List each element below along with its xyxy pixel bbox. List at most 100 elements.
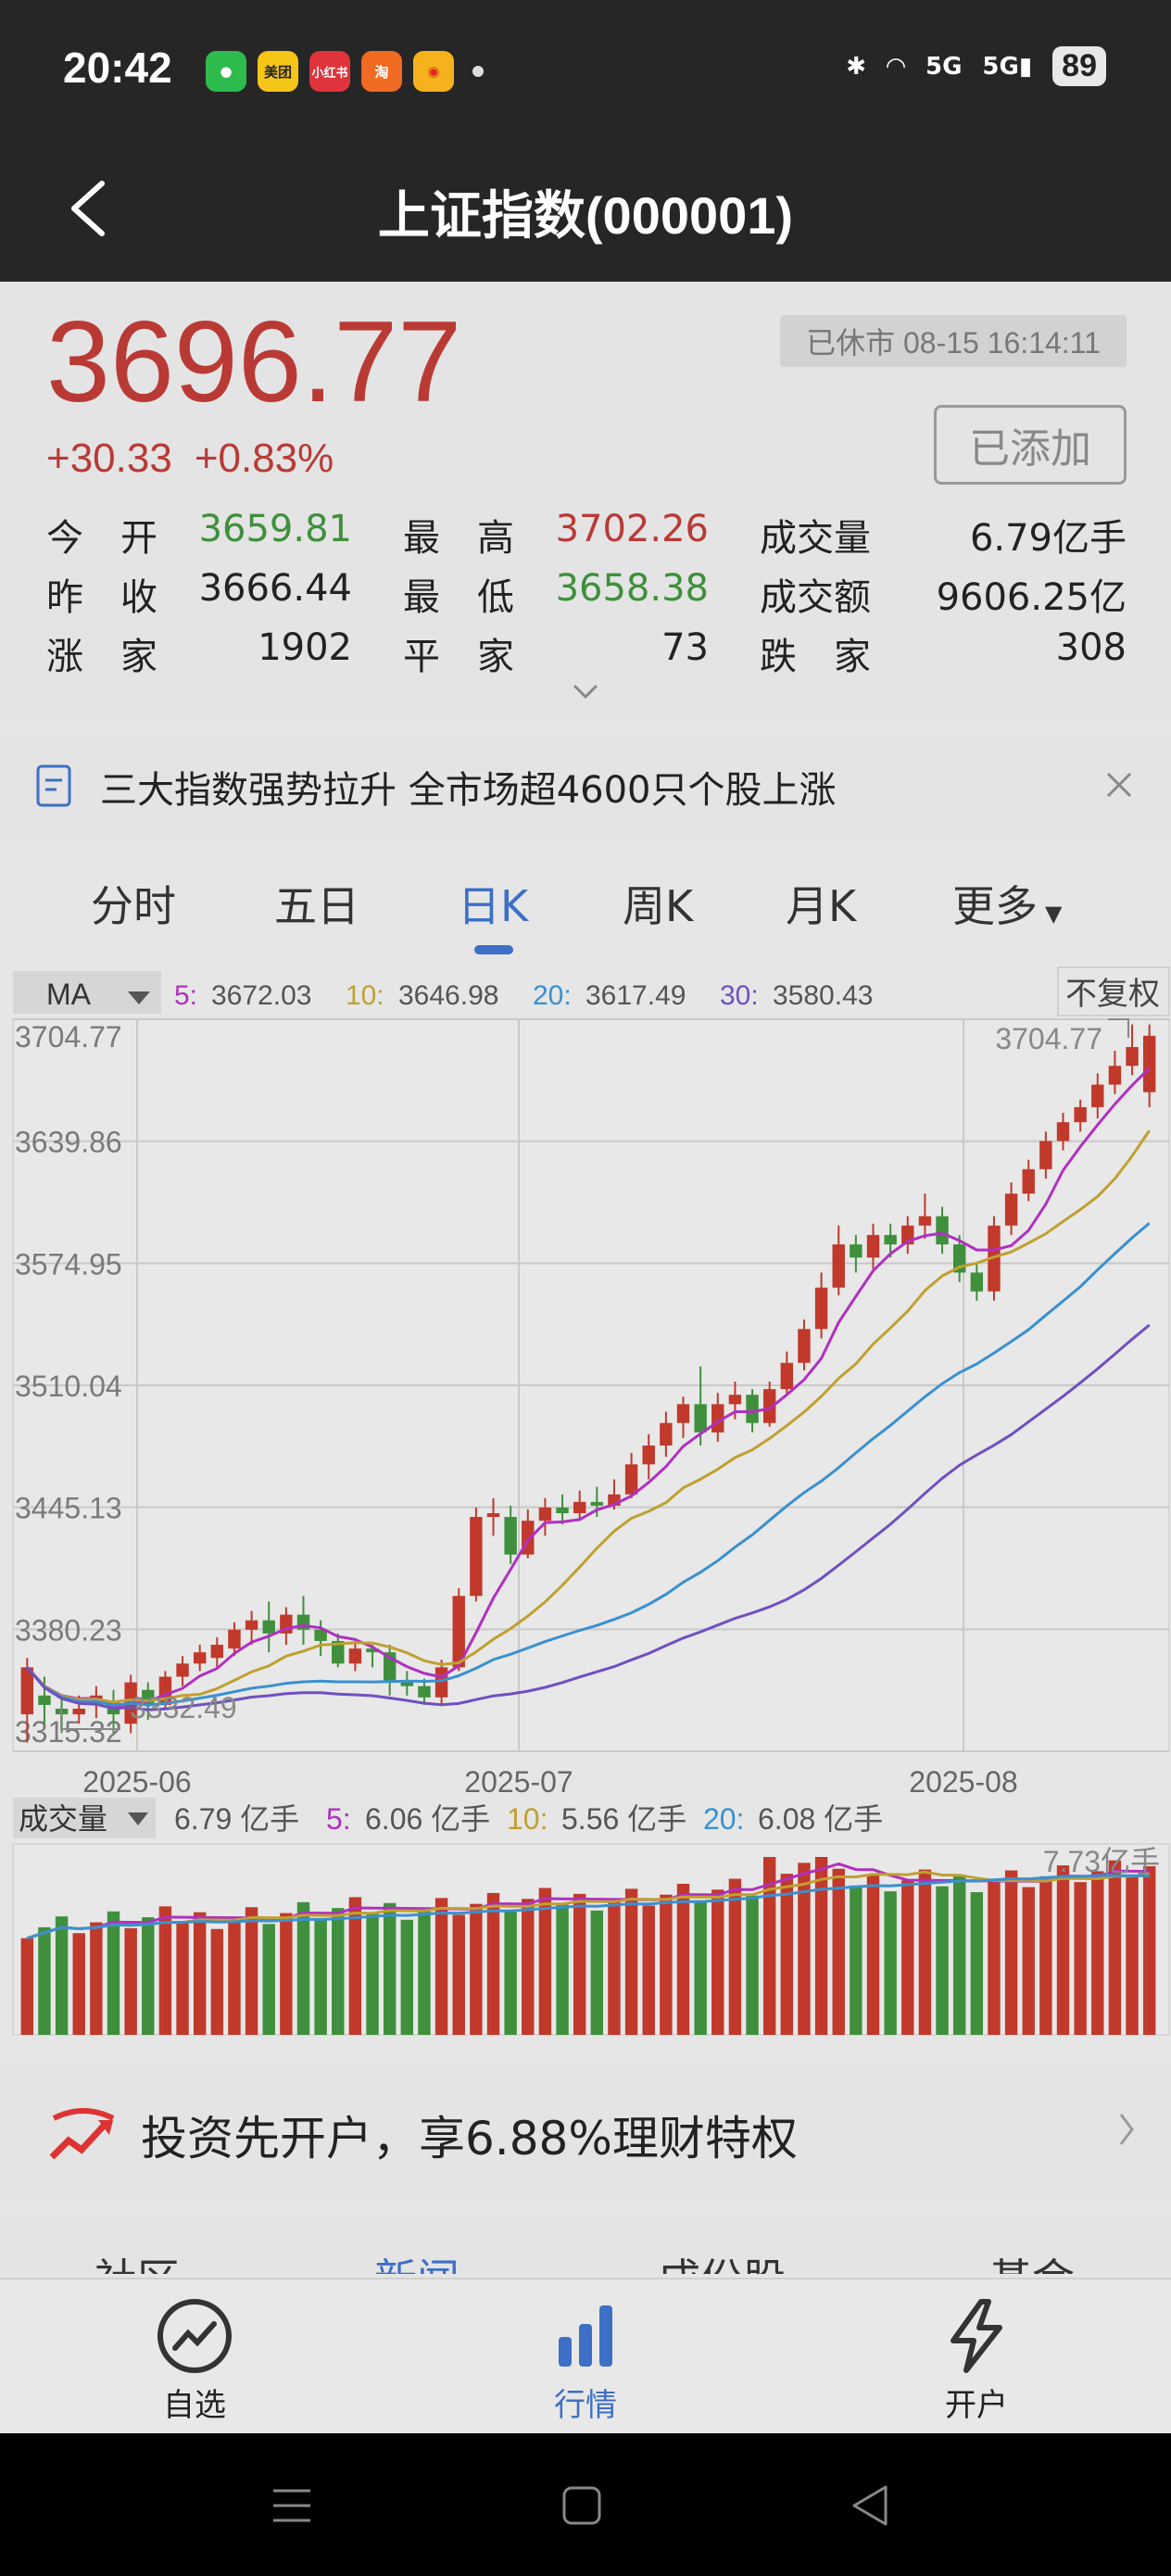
- tab-five-day[interactable]: 五日: [274, 881, 359, 931]
- bluetooth-icon: ✱: [846, 52, 866, 81]
- y-tick-label: 3315.32: [15, 1715, 122, 1749]
- wifi-icon: ◠: [886, 52, 905, 81]
- quote-stat-value: 3666.44: [198, 567, 352, 610]
- y-tick-label: 3704.77: [15, 1020, 122, 1054]
- volume-bar: [884, 1891, 897, 2035]
- notification-dot-icon: [472, 66, 484, 77]
- promo-banner[interactable]: 投资先开户，享6.88%理财特权: [0, 2063, 1171, 2198]
- ma-value-4: 3580.43: [773, 980, 873, 1011]
- volume-bar: [55, 1916, 69, 2035]
- subtab-funds[interactable]: 基金: [989, 2246, 1075, 2274]
- document-icon: [36, 764, 71, 807]
- volume-bar: [1108, 1860, 1122, 2035]
- volume-bar: [936, 1886, 949, 2035]
- tab-weekly-k[interactable]: 周K: [623, 881, 694, 931]
- candle-body: [245, 1620, 258, 1630]
- active-tab-indicator: [474, 945, 513, 954]
- quote-stat-value: 3702.26: [555, 508, 709, 550]
- volume-bar: [866, 1875, 880, 2035]
- volume-bar: [1142, 1866, 1156, 2035]
- menu-icon[interactable]: [271, 2485, 313, 2526]
- candle-body: [936, 1216, 949, 1244]
- subtab-community[interactable]: 社区: [94, 2246, 180, 2274]
- chevron-down-icon[interactable]: [569, 680, 602, 702]
- back-nav-icon[interactable]: [849, 2483, 891, 2528]
- candle-body: [988, 1225, 1001, 1292]
- candle-body: [228, 1629, 241, 1649]
- subtab-constituents[interactable]: 成份股: [658, 2246, 786, 2274]
- volume-bar: [383, 1902, 397, 2035]
- volume-ma-value: 6.06 亿手: [365, 1802, 490, 1836]
- volume-bar: [711, 1889, 724, 2035]
- nav-market[interactable]: 行情: [511, 2296, 660, 2425]
- volume-bar: [624, 1888, 638, 2035]
- volume-bar: [918, 1869, 932, 2035]
- candle-body: [1108, 1066, 1122, 1085]
- candle-body: [72, 1708, 85, 1715]
- ma10-line: [26, 1130, 1151, 1704]
- volume-selector: 成交量: [19, 1801, 107, 1837]
- volume-bar: [1074, 1882, 1087, 2035]
- volume-bar: [107, 1911, 120, 2035]
- subtab-news[interactable]: 新闻: [374, 2246, 460, 2274]
- volume-bar: [538, 1888, 552, 2035]
- volume-bar: [176, 1923, 189, 2035]
- status-app-icons: ● 美团 小红书 淘 ◉: [206, 51, 484, 92]
- home-icon[interactable]: [561, 2485, 602, 2526]
- caret-down-icon: ▼: [1045, 901, 1063, 927]
- candle-body: [798, 1329, 811, 1363]
- signal-icon: 5G: [925, 52, 963, 81]
- volume-bar: [486, 1892, 500, 2035]
- nav-watchlist-label: 自选: [163, 2387, 226, 2424]
- back-icon[interactable]: [54, 167, 128, 250]
- x-tick-label: 2025-08: [909, 1765, 1017, 1799]
- volume-bar: [1091, 1871, 1104, 2035]
- y-tick-label: 3445.13: [15, 1492, 122, 1525]
- candle-body: [1126, 1046, 1139, 1067]
- status-time: 20:42: [63, 44, 172, 92]
- news-banner[interactable]: 三大指数强势拉升 全市场超4600只个股上涨: [0, 734, 1171, 838]
- tab-monthly-k[interactable]: 月K: [786, 881, 857, 931]
- market-status-badge: 已休市 08-15 16:14:11: [780, 315, 1127, 367]
- quote-stat-row: 昨 收 3666.44 最 低 3658.38 成交额 9606.25亿: [46, 567, 1130, 626]
- nav-open-account-label: 开户: [945, 2387, 1008, 2424]
- volume-ma-label: 20:: [703, 1802, 744, 1836]
- candle-body: [504, 1517, 517, 1555]
- status-bar: 20:42 ● 美团 小红书 淘 ◉ ✱ ◠ 5G 5G▮ 89: [0, 0, 1171, 139]
- bar-chart-icon: [559, 2305, 612, 2367]
- tencent-logo-icon: [49, 2108, 115, 2160]
- ma-label-2: 10:: [346, 980, 384, 1011]
- volume-bar: [158, 1906, 172, 2035]
- close-icon[interactable]: [1101, 762, 1138, 808]
- volume-max-label: 7.73亿手: [1043, 1845, 1160, 1878]
- wechat-icon: ●: [206, 51, 246, 92]
- tab-more[interactable]: 更多 ▼: [952, 873, 1062, 934]
- chevron-right-icon: [1119, 2114, 1134, 2145]
- candle-body: [884, 1234, 897, 1244]
- news-headline: 三大指数强势拉升 全市场超4600只个股上涨: [100, 769, 837, 812]
- candle-body: [694, 1404, 707, 1433]
- period-tabs: 分时 五日 日K 周K 月K 更多 ▼: [0, 852, 1171, 964]
- candle-body: [970, 1272, 984, 1292]
- candle-body: [728, 1395, 742, 1405]
- tab-daily-k[interactable]: 日K: [458, 881, 529, 931]
- kline-chart-area[interactable]: MA 5: 3672.03 10: 3646.98 20: 3617.49 30: 3580.4…: [0, 964, 1171, 2057]
- change-percent: +0.83%: [194, 436, 334, 481]
- volume-bar: [952, 1875, 966, 2035]
- candle-body: [660, 1422, 673, 1446]
- add-watchlist-button[interactable]: 已添加: [934, 405, 1127, 485]
- y-tick-label: 3510.04: [15, 1370, 122, 1403]
- candle-body: [746, 1395, 759, 1423]
- candle-body: [556, 1507, 569, 1514]
- trend-circle-icon: [157, 2299, 232, 2373]
- candle-body: [850, 1244, 863, 1258]
- quote-stat-value: 3659.81: [198, 508, 352, 550]
- xiaohongshu-icon: 小红书: [309, 51, 350, 92]
- nav-watchlist[interactable]: 自选: [120, 2296, 269, 2425]
- volume-bar: [332, 1908, 345, 2035]
- tab-intraday[interactable]: 分时: [91, 881, 176, 931]
- candle-body: [624, 1464, 638, 1495]
- nav-open-account[interactable]: 开户: [902, 2296, 1051, 2425]
- volume-bar: [1039, 1875, 1052, 2035]
- volume-ma-value: 5.56 亿手: [561, 1802, 686, 1836]
